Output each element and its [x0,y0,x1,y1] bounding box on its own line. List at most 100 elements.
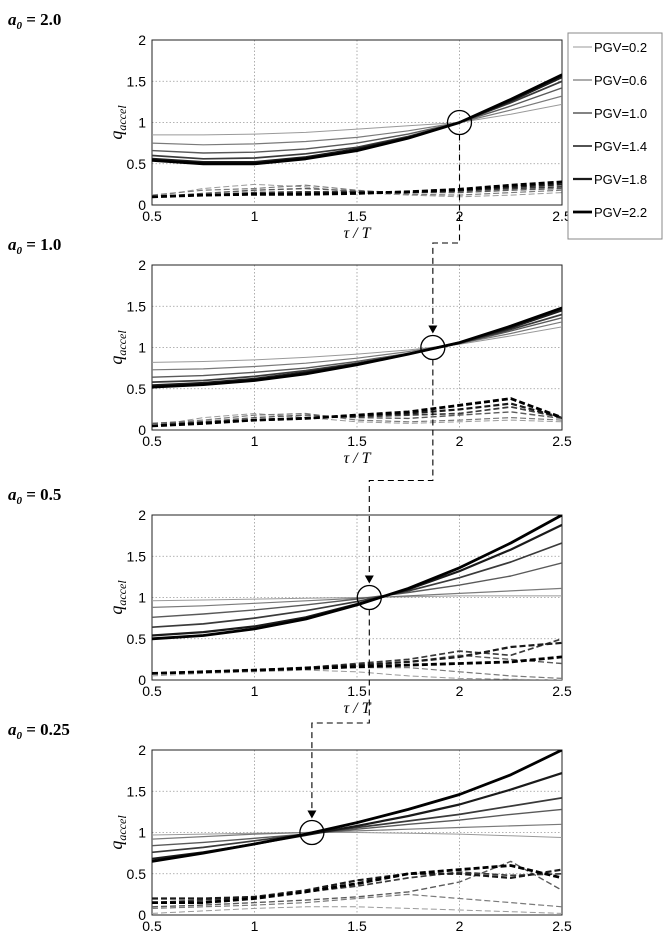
series-line [152,515,562,641]
series-line-dashed [152,180,562,199]
legend-label: PGV=2.2 [594,205,647,220]
series-group [152,750,562,914]
series-line-dashed [152,183,562,198]
legend-label: PGV=1.8 [594,172,647,187]
y-tick-label: 0 [138,197,146,213]
y-tick-label: 1 [138,115,146,131]
series-line [152,103,562,136]
y-tick-label: 2 [138,32,146,48]
y-tick-label: 0 [138,672,146,688]
legend-box [567,32,663,240]
series-line [152,808,562,847]
legend: PGV=0.2 PGV=0.6 PGV=1.0 PGV=1.4 PGV=1.8 PGV=2… [567,32,663,240]
y-tick-label: 0.5 [127,866,147,882]
series-line-dashed [152,864,562,904]
series-line-dashed [152,906,562,914]
y-tick-label: 2 [138,507,146,523]
series-line [152,823,562,840]
connector-line [432,134,461,328]
x-tick-label: 0.5 [142,433,162,449]
y-axis-label: qaccel [106,105,129,140]
y-tick-label: 2 [138,742,146,758]
connector-line [311,609,370,813]
series-line [152,797,562,854]
connector-arrows [307,134,461,819]
series-line [152,95,562,146]
x-tick-label: 0.5 [142,208,162,224]
y-tick-label: 0 [138,907,146,923]
x-tick-label: 1 [251,433,259,449]
legend-label: PGV=1.4 [594,139,647,154]
x-tick-label: 1 [251,683,259,699]
x-axis-label: τ / T [343,700,371,717]
y-tick-label: 0.5 [127,381,147,397]
x-tick-label: 1 [251,208,259,224]
y-tick-label: 0 [138,422,146,438]
x-tick-label: 2 [456,683,464,699]
plot-frame [151,514,563,681]
plot-frame [151,264,563,431]
legend-label: PGV=0.2 [594,40,647,55]
series-line-dashed [152,893,562,909]
y-tick-label: 1 [138,340,146,356]
y-tick-label: 1.5 [127,298,147,314]
x-tick-label: 1 [251,918,259,934]
series-line-dashed [152,655,562,675]
panel-title: a0 = 0.25 [8,720,70,742]
x-axis-label: τ / T [343,225,371,242]
series-line-dashed [152,868,562,900]
x-tick-label: 1.5 [347,683,367,699]
series-line-dashed [152,397,562,428]
y-tick-label: 0.5 [127,156,147,172]
x-tick-label: 2 [456,918,464,934]
series-line-dashed [152,184,562,196]
x-axis-label: τ / T [343,450,371,467]
intersection-marker [299,819,325,846]
series-line-dashed [152,412,562,424]
plot-frame [151,39,563,206]
series-line [152,87,562,154]
legend-label: PGV=1.0 [594,106,647,121]
x-tick-label: 1.5 [347,433,367,449]
y-tick-label: 1 [138,590,146,606]
series-line-dashed [152,669,562,680]
series-line [152,326,562,363]
series-group [152,306,562,428]
legend-label: PGV=0.6 [594,73,647,88]
series-line [152,542,562,629]
y-tick-label: 1.5 [127,73,147,89]
x-tick-label: 0.5 [142,683,162,699]
series-line [152,321,562,371]
x-tick-label: 2 [456,433,464,449]
y-axis-label: qaccel [106,580,129,615]
y-tick-label: 1.5 [127,548,147,564]
connector-line [368,359,434,578]
panel-title: a0 = 2.0 [8,10,61,32]
arrow-head [428,325,438,334]
panel-title: a0 = 1.0 [8,235,61,257]
plot-frame [151,749,563,916]
series-line-dashed [152,412,562,427]
y-axis-label: qaccel [106,815,129,850]
x-tick-label: 2.5 [552,433,572,449]
y-tick-label: 1.5 [127,783,147,799]
x-tick-label: 2.5 [552,208,572,224]
y-tick-label: 1 [138,825,146,841]
x-tick-label: 2.5 [552,683,572,699]
series-line-dashed [152,187,562,198]
x-tick-label: 0.5 [142,918,162,934]
series-group [152,73,562,199]
y-tick-label: 2 [138,257,146,273]
y-tick-label: 0.5 [127,631,147,647]
series-line [152,73,562,166]
panel-title: a0 = 0.5 [8,485,61,507]
series-line [152,306,562,389]
arrow-head [364,575,374,584]
x-tick-label: 2.5 [552,918,572,934]
x-tick-label: 1.5 [347,208,367,224]
y-axis-label: qaccel [106,330,129,365]
